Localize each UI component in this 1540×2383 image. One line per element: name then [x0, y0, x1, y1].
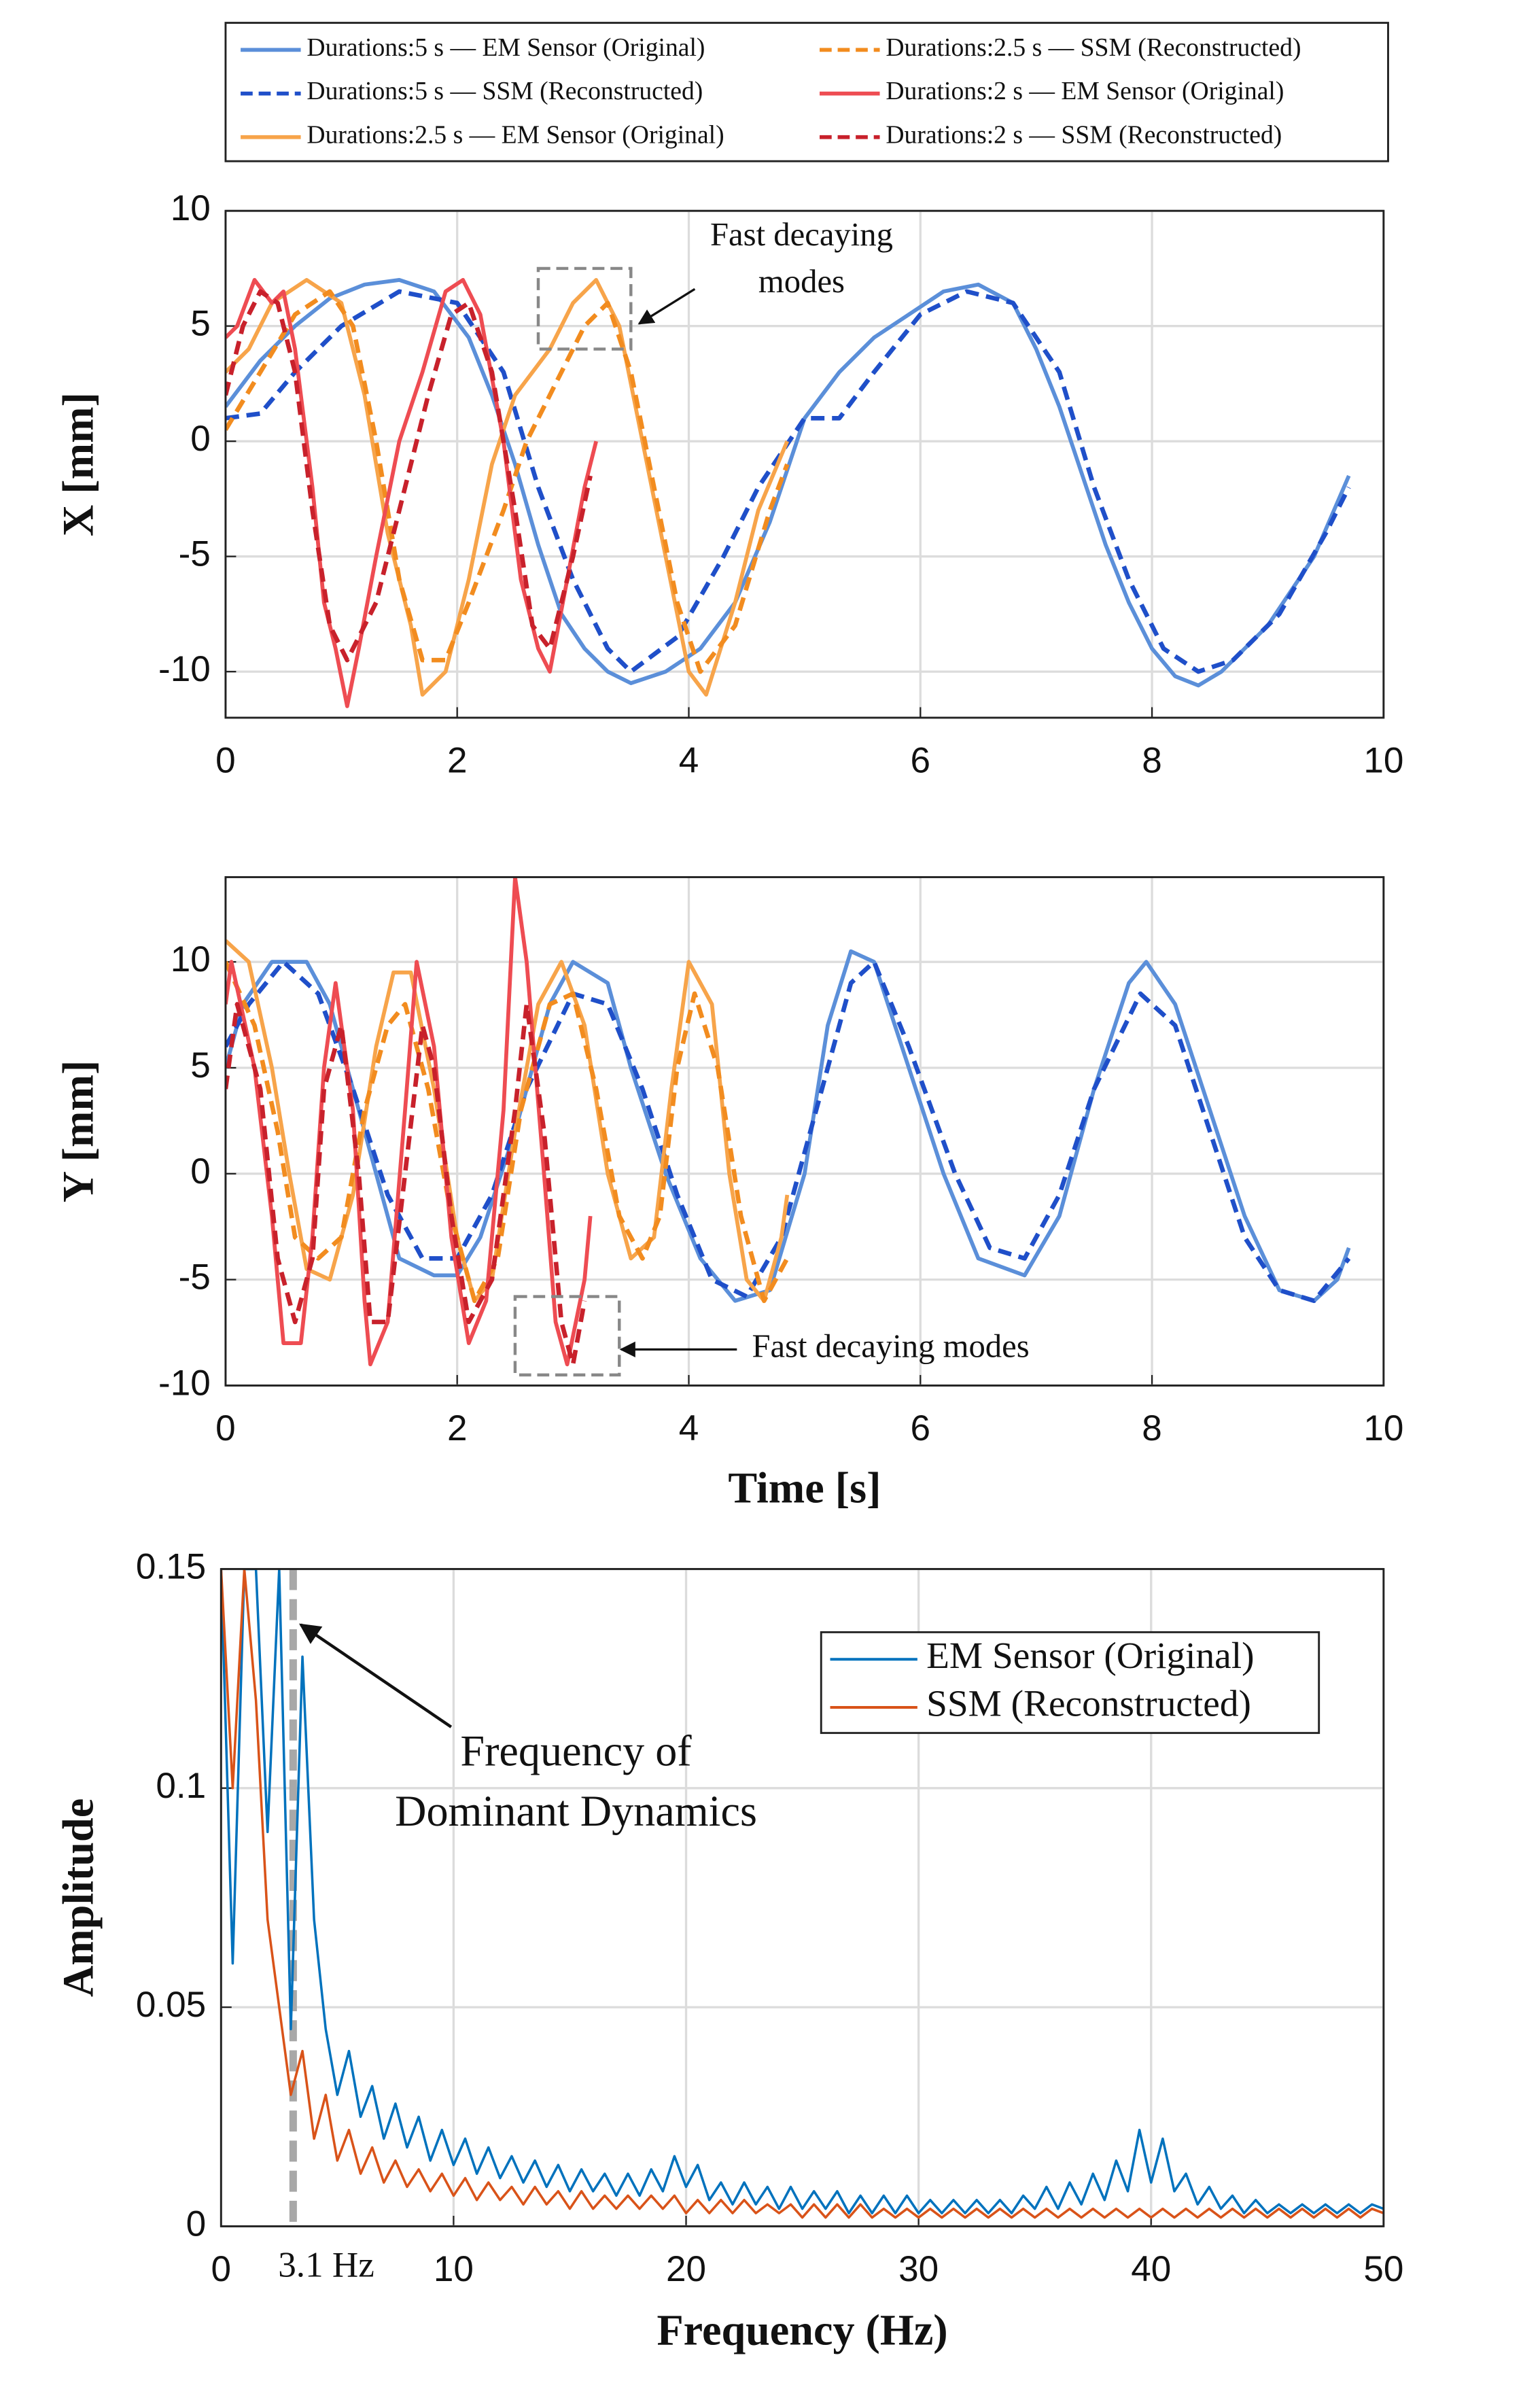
y-tick-label: 5: [190, 304, 211, 344]
y-axis-label: Amplitude: [54, 1798, 102, 1997]
series-line: [225, 939, 790, 1303]
annotation: Dominant Dynamics: [395, 1787, 757, 1835]
x-tick-label: 50: [1363, 2249, 1403, 2289]
y-tick-label: 0: [190, 419, 211, 459]
y-tick-label: 0.15: [136, 1546, 206, 1586]
arrow: [299, 1623, 453, 1728]
series-line: [225, 289, 593, 663]
x-tick-label: 0: [215, 740, 236, 780]
y-tick-label: 10: [171, 188, 211, 228]
plot-frame: [220, 1567, 1385, 2227]
series-line: [225, 278, 598, 708]
marker-label: 3.1 Hz: [278, 2246, 374, 2285]
legend-label: Durations:5 s — SSM (Reconstructed): [307, 77, 703, 105]
y-tick-label: 5: [190, 1045, 211, 1085]
annotation: Frequency of: [460, 1727, 692, 1775]
x-tick-label: 4: [679, 740, 699, 780]
x-axis-label: Time [s]: [728, 1463, 881, 1512]
y-tick-label: 0.1: [156, 1766, 206, 1806]
x-tick-label: 10: [1363, 740, 1403, 780]
legend-label: Durations:2.5 s — SSM (Reconstructed): [886, 33, 1301, 62]
x-tick-label: 6: [911, 740, 931, 780]
y-tick-label: -10: [158, 649, 211, 689]
y-tick-label: 0.05: [136, 1985, 206, 2025]
x-tick-label: 0: [211, 2249, 232, 2289]
legend-label: Durations:2.5 s — EM Sensor (Original): [307, 120, 724, 149]
x-axis-label: Frequency (Hz): [657, 2306, 947, 2354]
legend-label: Durations:5 s — EM Sensor (Original): [307, 33, 705, 62]
x-tick-label: 10: [1363, 1408, 1403, 1448]
series-line: [225, 1002, 587, 1367]
arrow: [637, 288, 696, 325]
series-line: [221, 1569, 1384, 2219]
x-tick-label: 30: [898, 2249, 939, 2289]
y-tick-label: 0: [186, 2204, 207, 2244]
series-line: [225, 289, 1351, 674]
x-tick-label: 0: [215, 1408, 236, 1448]
y-tick-label: 0: [190, 1151, 211, 1192]
y-tick-label: 10: [171, 939, 211, 979]
annotation: Fast decaying: [710, 216, 893, 253]
plot-frame: [224, 876, 1385, 1387]
series-line: [225, 959, 1351, 1304]
y-tick-label: -10: [158, 1363, 211, 1403]
highlight-box: [536, 266, 633, 351]
x-tick-label: 6: [911, 1408, 931, 1448]
series-line: [225, 289, 790, 674]
x-tick-label: 40: [1131, 2249, 1171, 2289]
x-tick-label: 10: [434, 2249, 474, 2289]
x-tick-label: 20: [666, 2249, 706, 2289]
legend-box: [224, 22, 1389, 162]
x-tick-label: 2: [447, 740, 468, 780]
y-axis-label: X [mm]: [54, 392, 102, 536]
x-tick-label: 8: [1142, 740, 1162, 780]
y-axis-label: Y [mm]: [54, 1060, 102, 1203]
series-line: [221, 1569, 1384, 2214]
y-tick-label: -5: [179, 1257, 211, 1298]
annotation: Fast decaying modes: [752, 1328, 1029, 1365]
legend-box: [820, 1631, 1320, 1735]
series-line: [225, 278, 1351, 688]
annotation: modes: [758, 263, 845, 300]
legend-label: Durations:2 s — SSM (Reconstructed): [886, 120, 1282, 149]
legend-label: SSM (Reconstructed): [926, 1683, 1251, 1724]
series-line: [225, 960, 790, 1304]
x-tick-label: 2: [447, 1408, 468, 1448]
x-tick-label: 4: [679, 1408, 699, 1448]
x-tick-label: 8: [1142, 1408, 1162, 1448]
y-tick-label: -5: [179, 534, 211, 574]
plot-frame: [224, 209, 1385, 719]
highlight-box: [513, 1295, 621, 1377]
legend-label: EM Sensor (Original): [926, 1635, 1254, 1676]
legend-label: Durations:2 s — EM Sensor (Original): [886, 77, 1284, 105]
